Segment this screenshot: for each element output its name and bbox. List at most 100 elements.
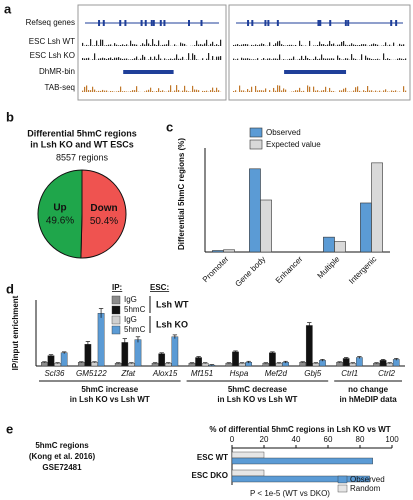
track-signal [122, 44, 124, 46]
track-signal [265, 88, 267, 92]
track-signal [102, 89, 104, 92]
track-signal [333, 58, 335, 60]
x-tick-label: 100 [385, 435, 399, 444]
track-signal [202, 58, 204, 60]
track-signal [293, 56, 295, 60]
side-label: (Kong et al. 2016) [29, 452, 96, 461]
track-signal [343, 41, 345, 46]
track-signal [214, 90, 216, 92]
track-signal [200, 44, 202, 46]
exon [144, 20, 147, 26]
bar [342, 358, 350, 367]
group-label: in hMeDIP data [339, 395, 397, 404]
track-signal [281, 90, 283, 92]
track-signal [144, 91, 146, 92]
track-signal [289, 44, 291, 46]
dhmr-bin [123, 70, 174, 74]
track-signal [249, 90, 251, 92]
track-signal [194, 89, 196, 92]
track-signal [148, 43, 150, 46]
track-signal [309, 58, 311, 60]
track-signal [299, 87, 301, 92]
exon [140, 20, 143, 26]
track-signal [377, 44, 379, 46]
track-signal [345, 58, 347, 60]
track-signal [136, 56, 138, 60]
track-signal [84, 86, 86, 92]
track-signal [275, 58, 277, 60]
track-signal [88, 45, 90, 46]
exon [98, 20, 101, 26]
bar [305, 325, 313, 367]
legend-swatch [111, 325, 121, 335]
bar [336, 362, 343, 367]
track-signal [339, 90, 341, 92]
legend-label: Expected value [266, 140, 321, 149]
track-signal [204, 43, 206, 46]
track-signal [243, 44, 245, 46]
track-signal [261, 90, 263, 92]
slice-value: 49.6% [46, 215, 74, 226]
group-label: 5hmC increase [81, 385, 138, 394]
bar [371, 162, 383, 253]
panel-label: e [6, 421, 13, 436]
track-signal [108, 58, 110, 60]
category-label: ESC WT [197, 453, 228, 462]
track-signal [255, 44, 257, 46]
track-signal [241, 44, 243, 46]
track-signal [206, 90, 208, 92]
track-signal [168, 90, 170, 92]
track-label: ESC Lsh WT [29, 37, 75, 46]
slice-label: Down [90, 203, 117, 214]
track-signal [208, 53, 210, 60]
track-signal [158, 54, 160, 60]
track-signal [184, 43, 186, 46]
bar [334, 241, 346, 253]
track-signal [130, 59, 132, 60]
track-signal [92, 86, 94, 92]
track-signal [110, 57, 112, 60]
legend-swatch [249, 127, 263, 138]
track-signal [182, 43, 184, 46]
track-signal [110, 90, 112, 92]
track-signal [293, 91, 295, 92]
track-signal [142, 54, 144, 60]
track-signal [337, 55, 339, 60]
track-signal [170, 58, 172, 60]
track-signal [321, 90, 323, 92]
track-signal [100, 58, 102, 60]
track-signal [401, 58, 403, 60]
track-signal [154, 56, 156, 60]
exon [188, 20, 191, 26]
track-signal [168, 59, 170, 60]
pie-slice [37, 169, 83, 259]
track-signal [94, 45, 96, 46]
track-signal [90, 90, 92, 92]
track-signal [399, 43, 401, 46]
track-signal [353, 44, 355, 46]
group-label: 5hmC decrease [228, 385, 288, 394]
track-signal [347, 58, 349, 60]
track-signal [86, 44, 88, 46]
track-signal [273, 58, 275, 60]
track-signal [357, 45, 359, 46]
track-signal [148, 59, 150, 60]
subtitle: 8557 regions [56, 152, 109, 162]
track-signal [247, 44, 249, 46]
panel-label: d [6, 281, 14, 296]
bar [232, 351, 239, 367]
track-signal [122, 58, 124, 60]
track-signal [389, 44, 391, 46]
track-signal [397, 58, 399, 60]
track-signal [82, 90, 84, 92]
track-signal [359, 90, 361, 92]
track-signal [106, 58, 108, 60]
track-signal [345, 87, 347, 92]
track-signal [202, 90, 204, 92]
exon [159, 20, 162, 26]
legend-group: Lsh WT [156, 299, 189, 309]
track-signal [247, 58, 249, 60]
track-signal [305, 55, 307, 60]
track-signal [329, 87, 331, 92]
track-signal [158, 88, 160, 92]
